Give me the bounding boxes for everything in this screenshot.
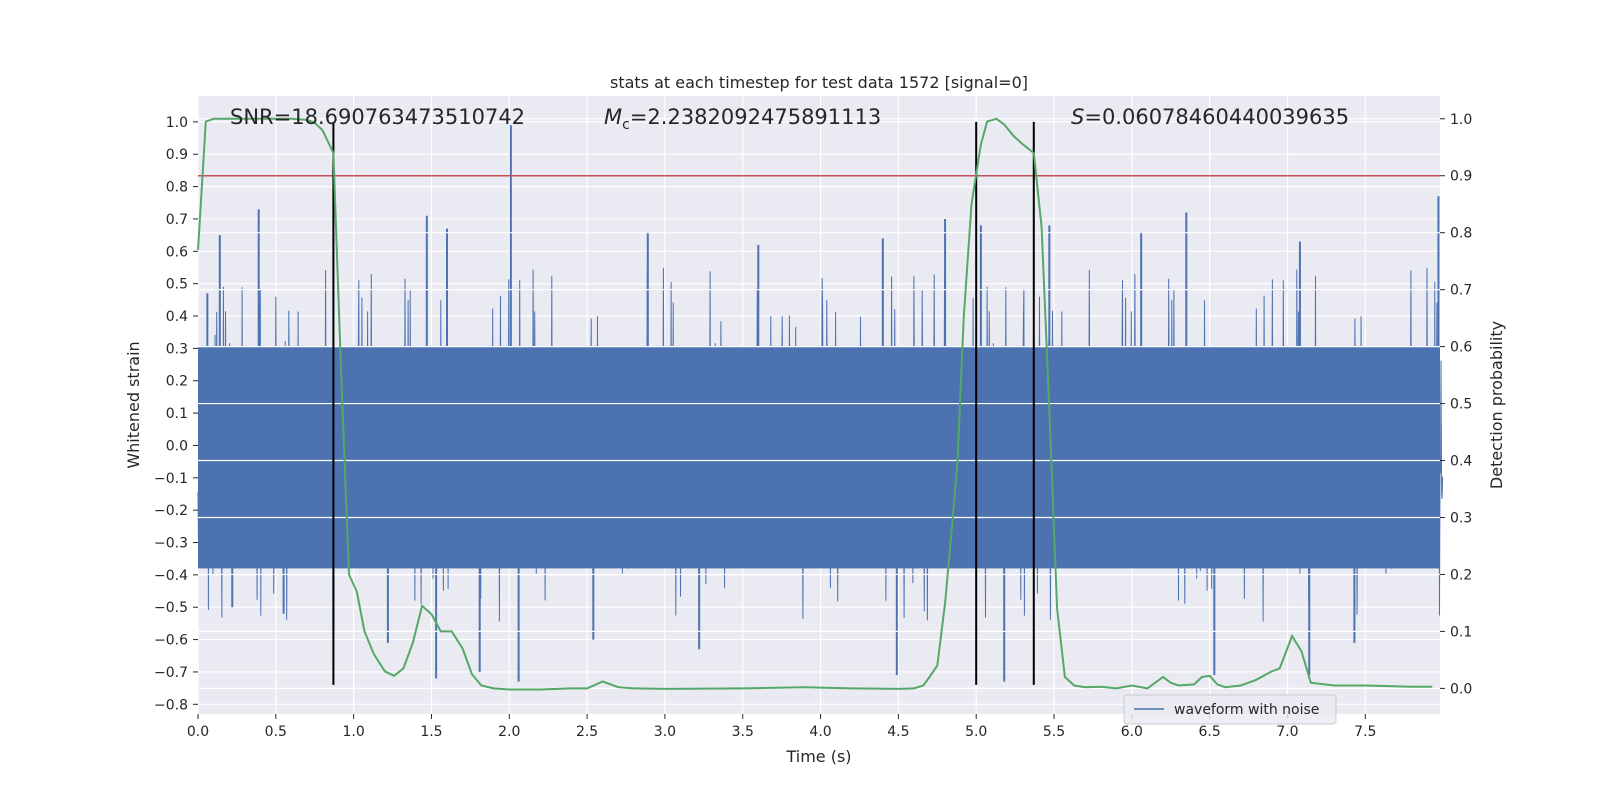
y-tick-label: −0.5 [154,600,188,616]
chart-title: stats at each timestep for test data 157… [610,73,1028,92]
x-tick-label: 0.0 [187,724,209,740]
y2-tick-label: 0.5 [1450,397,1472,413]
chirp-mass-subscript: c [622,117,630,133]
chirp-mass-annotation: Mc=2.2382092475891113 [604,105,881,133]
x-tick-label: 3.0 [654,724,676,740]
y-tick-label: 0.0 [166,438,188,454]
y2-tick-label: 0.4 [1450,454,1472,470]
y2-tick-label: 0.1 [1450,624,1472,640]
snr-annotation: SNR=18.690763473510742 [230,105,525,129]
x-axis-label: Time (s) [785,747,851,766]
y-tick-label: −0.8 [154,697,188,713]
x-tick-label: 5.0 [965,724,987,740]
y2-tick-label: 0.8 [1450,226,1472,242]
y-tick-label: 0.6 [166,244,188,260]
y-tick-label: 0.4 [166,309,188,325]
x-tick-label: 7.0 [1276,724,1298,740]
y-tick-label: −0.2 [154,503,188,519]
chirp-mass-symbol: M [604,105,622,129]
y-tick-label: −0.1 [154,471,188,487]
y-tick-label: −0.6 [154,633,188,649]
y2-tick-label: 0.0 [1450,681,1472,697]
x-tick-label: 2.5 [576,724,598,740]
y-axis-label: Whitened strain [124,341,143,468]
legend: waveform with noise [1123,694,1337,725]
y-axis-left: 1.0 0.9 0.8 0.7 0.6 0.5 0.4 0.3 0.2 0.1 0.0 −0.1 −0.… [154,115,198,713]
y-tick-label: 0.1 [166,406,188,422]
x-tick-label: 5.5 [1043,724,1065,740]
legend-label: waveform with noise [1174,702,1319,718]
x-tick-label: 6.5 [1199,724,1221,740]
y-tick-label: 0.7 [166,212,188,228]
chirp-mass-value: =2.2382092475891113 [630,105,881,129]
threshold-layer [198,118,1440,689]
y2-tick-label: 0.9 [1450,169,1472,185]
vertical-markers [332,121,1035,685]
y-tick-label: −0.3 [154,536,188,552]
x-tick-label: 2.0 [498,724,520,740]
x-tick-label: 1.5 [420,724,442,740]
y-tick-label: 0.9 [166,147,188,163]
s-value: =0.06078460440039635 [1084,105,1349,129]
y-tick-label: 0.8 [166,180,188,196]
y2-tick-label: 0.6 [1450,340,1472,356]
x-tick-label: 4.0 [809,724,831,740]
x-tick-label: 1.0 [343,724,365,740]
waveform-dense-band [198,347,1440,569]
waveform-series [197,125,1444,682]
y-tick-label: −0.4 [154,568,188,584]
detection-probability-series [197,117,1433,691]
x-tick-label: 7.5 [1354,724,1376,740]
legend-box [1123,694,1337,725]
y-tick-label: 0.2 [166,374,188,390]
s-symbol: S [1071,105,1084,129]
y-tick-label: 0.3 [166,341,188,357]
y-tick-label: −0.7 [154,665,188,681]
y-tick-label: 1.0 [166,115,188,131]
x-tick-label: 3.5 [732,724,754,740]
y2-axis-label: Detection probability [1487,321,1506,489]
x-tick-label: 6.0 [1121,724,1143,740]
y-axis-right: 1.0 0.9 0.8 0.7 0.6 0.5 0.4 0.3 0.2 0.1 0.0 [1440,112,1472,697]
y2-tick-label: 0.2 [1450,567,1472,583]
y2-tick-label: 0.7 [1450,283,1472,299]
x-tick-label: 0.5 [265,724,287,740]
y-tick-label: 0.5 [166,277,188,293]
x-tick-label: 4.5 [887,724,909,740]
s-annotation: S=0.06078460440039635 [1071,105,1349,129]
probability-line [197,117,1433,691]
y2-tick-label: 1.0 [1450,112,1472,128]
y2-tick-label: 0.3 [1450,510,1472,526]
